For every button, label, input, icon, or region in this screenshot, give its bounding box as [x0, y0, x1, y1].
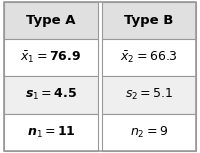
Text: $\bar{x}_1 = \mathbf{76.9}$: $\bar{x}_1 = \mathbf{76.9}$ [20, 50, 82, 65]
Bar [4, 114, 98, 151]
Text: Type A: Type A [26, 14, 76, 27]
Text: Type B: Type B [124, 14, 174, 27]
Bar [4, 76, 98, 114]
Text: $\boldsymbol{n}_1 = \mathbf{11}$: $\boldsymbol{n}_1 = \mathbf{11}$ [27, 125, 75, 140]
Bar [102, 76, 196, 114]
Text: $s_2 = 5.1$: $s_2 = 5.1$ [125, 87, 173, 102]
Bar [102, 114, 196, 151]
Bar [4, 2, 98, 39]
Bar [102, 39, 196, 76]
Text: $n_2 = 9$: $n_2 = 9$ [130, 125, 168, 140]
Text: $\boldsymbol{s}_1 = \mathbf{4.5}$: $\boldsymbol{s}_1 = \mathbf{4.5}$ [25, 87, 77, 102]
Bar [102, 2, 196, 39]
Text: $\bar{x}_2 = 66.3$: $\bar{x}_2 = 66.3$ [120, 50, 178, 65]
Bar [4, 39, 98, 76]
